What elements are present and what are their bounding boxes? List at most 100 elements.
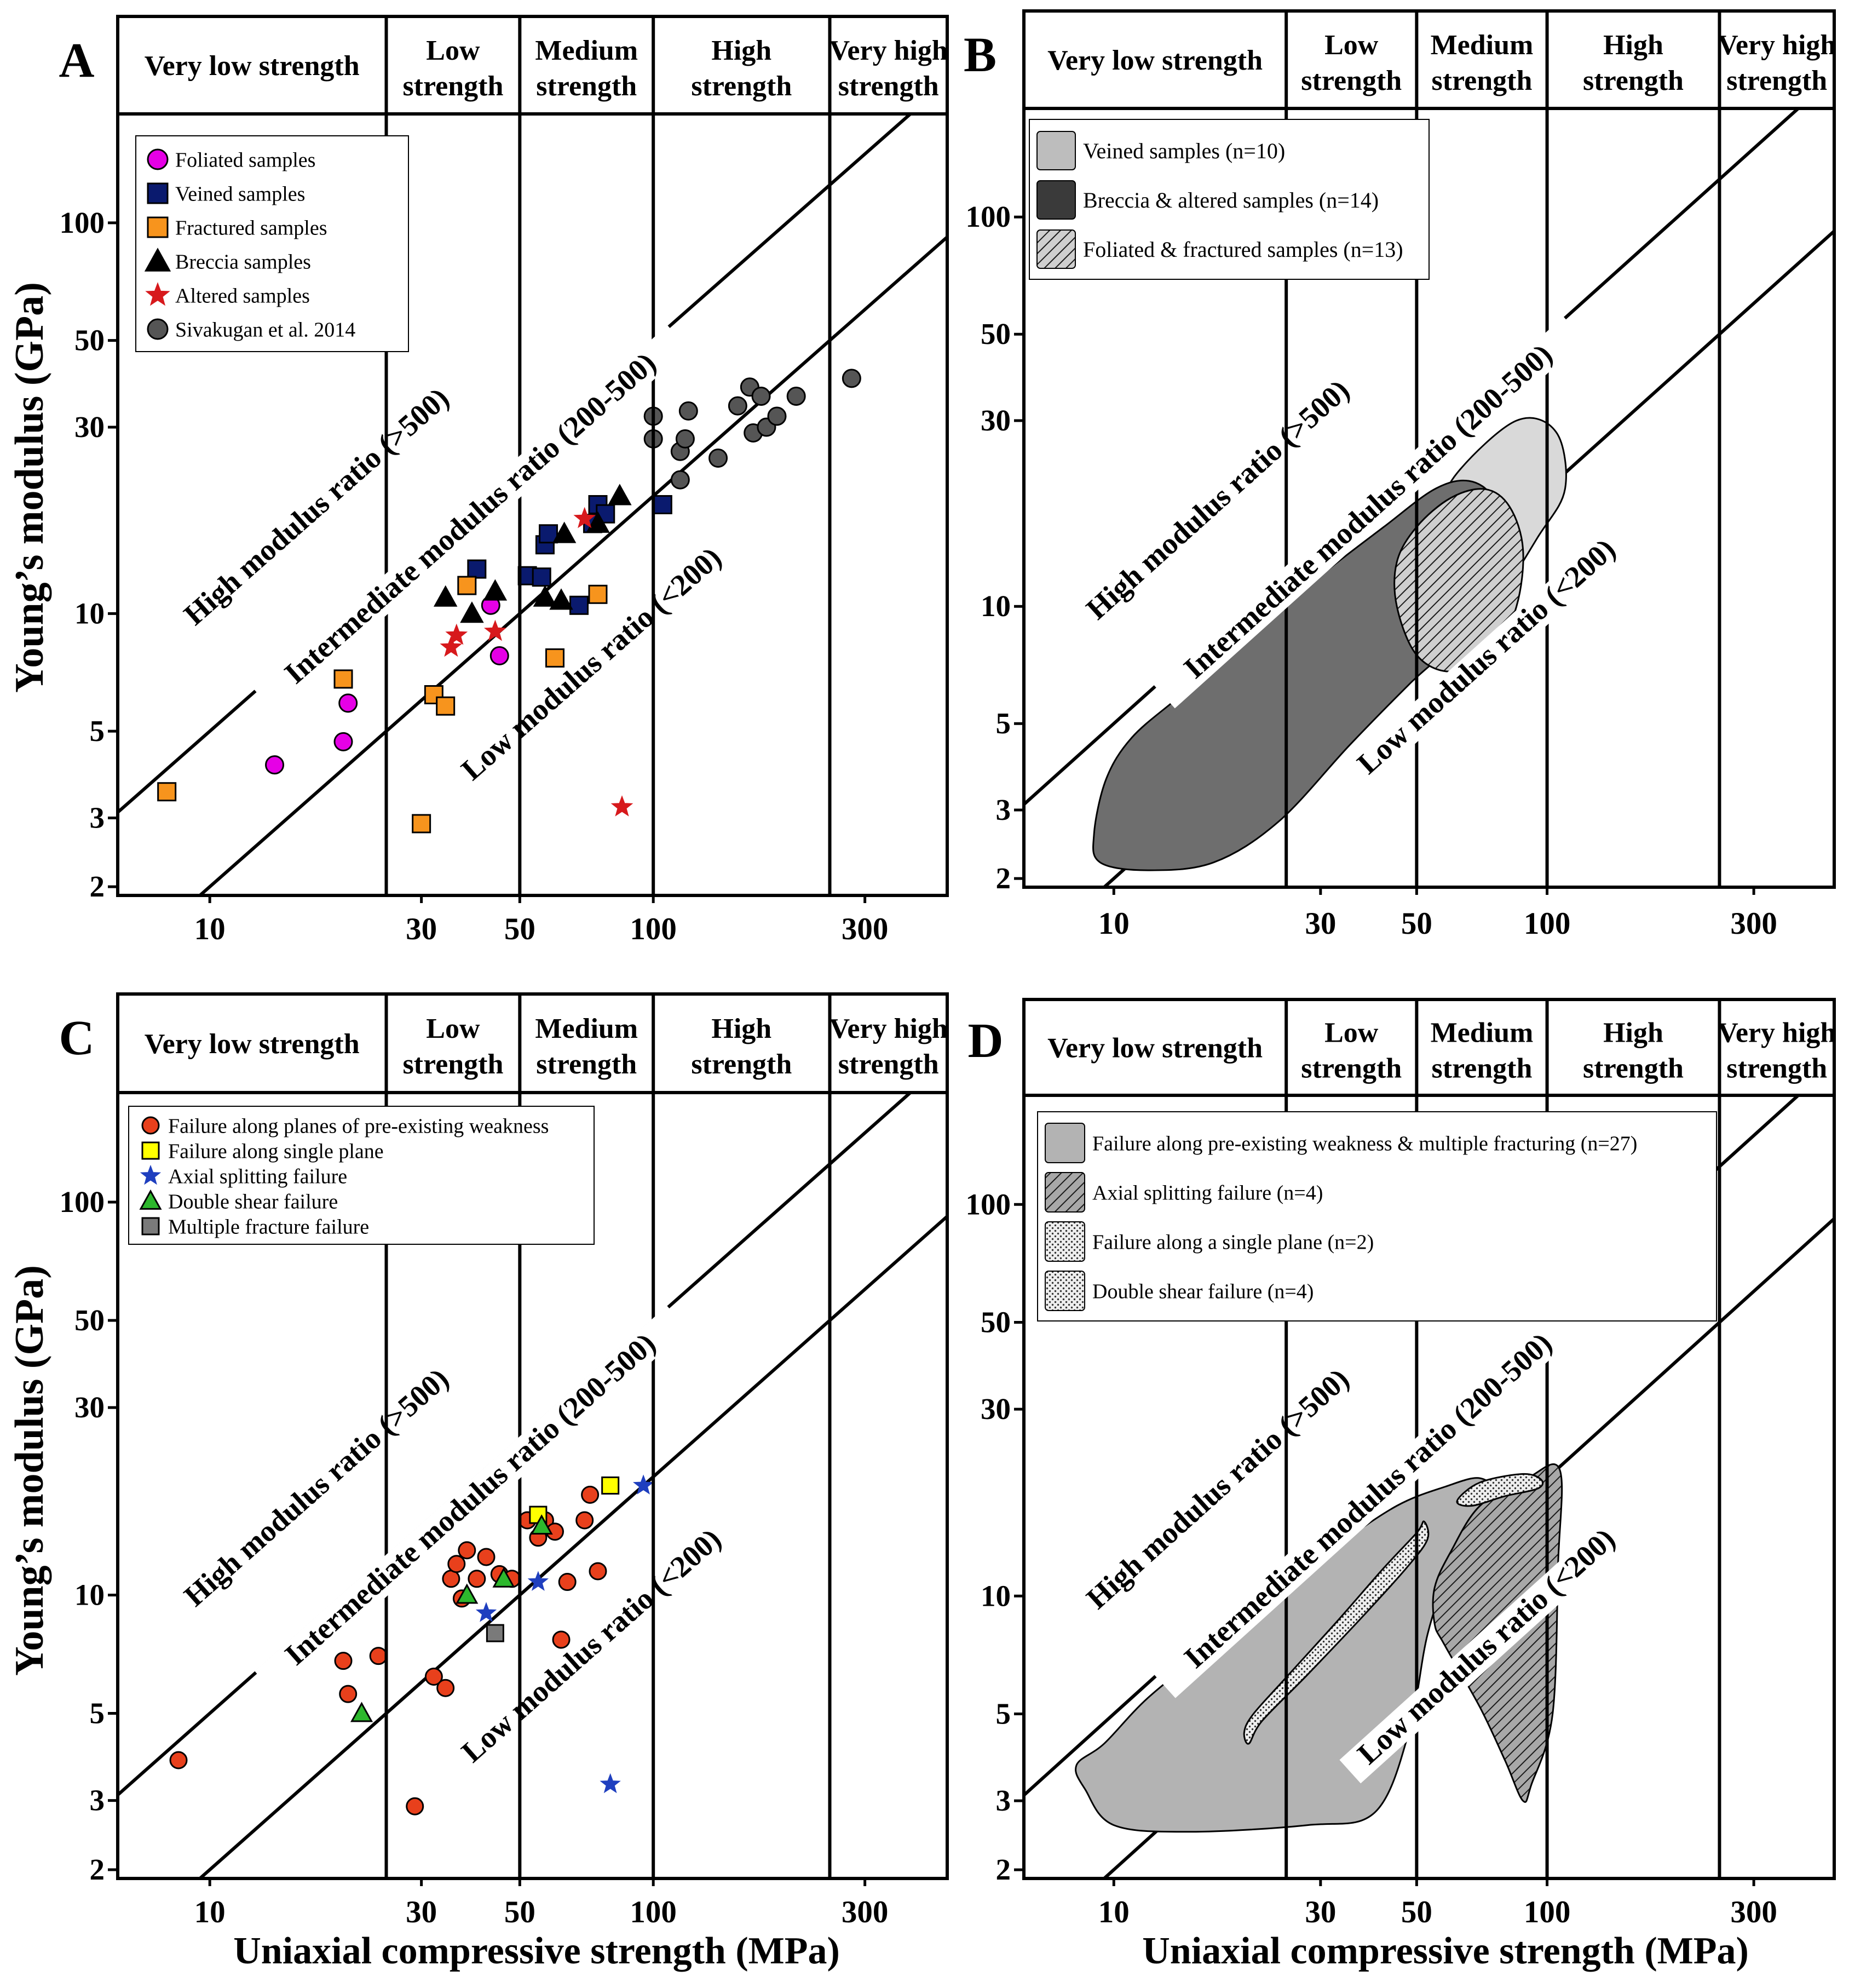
y-tick-label: 30 <box>981 404 1011 437</box>
point-breccia-samples <box>549 588 573 610</box>
point-fractured-samples <box>333 669 353 689</box>
point-failure-along-planes-of-pre-existing-weakness <box>339 1685 358 1703</box>
point-failure-along-planes-of-pre-existing-weakness <box>468 1570 486 1588</box>
strength-class-label: Very low strength <box>145 1029 360 1060</box>
strength-class-label: Low strength <box>402 1013 503 1080</box>
y-tick-label: 5 <box>90 714 105 748</box>
x-tick-label: 30 <box>406 912 437 946</box>
legend-label: Axial splitting failure (n=4) <box>1092 1181 1323 1204</box>
y-tick-label: 50 <box>981 317 1011 351</box>
legend: Failure along planes of pre-existing wea… <box>128 1106 595 1245</box>
legend-label: Failure along pre-existing weakness & mu… <box>1092 1132 1637 1155</box>
legend-item: Double shear failure (n=4) <box>1045 1271 1314 1311</box>
legend-label: Altered samples <box>175 284 310 307</box>
strength-class-label: Very low strength <box>1047 45 1263 76</box>
point-breccia-samples <box>552 521 577 543</box>
legend-marker <box>147 318 169 340</box>
point-sivakugan-et-al-2014 <box>767 406 787 426</box>
y-tick-label: 10 <box>981 1579 1011 1612</box>
ratio-line-200 <box>197 235 947 895</box>
y-tick-label: 2 <box>90 870 105 903</box>
y-tick-label: 5 <box>996 706 1011 740</box>
x-tick-label: 100 <box>630 912 677 946</box>
legend-item: Failure along pre-existing weakness & mu… <box>1045 1123 1637 1163</box>
x-tick-label: 100 <box>1524 1895 1571 1929</box>
point-failure-along-planes-of-pre-existing-weakness <box>436 1679 455 1697</box>
strength-class-label: Medium strength <box>1431 1018 1534 1084</box>
point-double-shear-failure <box>530 1514 553 1535</box>
svg-text:High modulus ratio (>500): High modulus ratio (>500) <box>177 1361 455 1613</box>
legend-swatch <box>1045 1172 1085 1213</box>
x-tick-label: 30 <box>1305 1895 1336 1929</box>
legend-label: Breccia samples <box>175 250 311 273</box>
point-altered-samples <box>440 635 463 657</box>
strength-class-label: High strength <box>1583 1018 1684 1084</box>
y-tick-label: 30 <box>74 410 105 444</box>
y-tick-label: 10 <box>74 1578 105 1612</box>
panel-frame <box>116 15 949 897</box>
point-sivakugan-et-al-2014 <box>678 401 698 421</box>
point-breccia-samples <box>586 511 610 533</box>
point-failure-along-planes-of-pre-existing-weakness <box>442 1570 460 1588</box>
legend: Veined samples (n=10) Breccia & altered s… <box>1029 119 1430 280</box>
legend-marker <box>141 1116 160 1135</box>
legend-item: Breccia & altered samples (n=14) <box>1036 180 1379 220</box>
strength-class-label: Medium strength <box>1431 30 1534 96</box>
y-tick-label: 2 <box>996 861 1011 895</box>
point-failure-along-planes-of-pre-existing-weakness <box>552 1630 571 1649</box>
point-fractured-samples <box>457 576 477 595</box>
point-failure-along-planes-of-pre-existing-weakness <box>458 1541 476 1560</box>
legend-marker <box>141 1217 160 1236</box>
strength-class-label: Very high strength <box>1718 30 1836 96</box>
point-axial-splitting-failure <box>600 1773 621 1794</box>
y-tick-label: 100 <box>966 1187 1011 1221</box>
legend-label: Multiple fracture failure <box>168 1215 369 1238</box>
legend-item: Foliated samples <box>147 148 315 171</box>
panel-C: High modulus ratio (>500)Intermediate mo… <box>59 992 949 1929</box>
point-sivakugan-et-al-2014 <box>670 470 690 490</box>
point-foliated-samples <box>338 693 358 713</box>
region-double-shear-failure-n-4 <box>1243 1520 1430 1745</box>
point-veined-samples <box>569 595 589 615</box>
point-sivakugan-et-al-2014 <box>786 386 806 406</box>
y-tick-label: 3 <box>996 793 1011 826</box>
point-multiple-fracture-failure <box>486 1624 504 1642</box>
y-tick-label: 10 <box>981 589 1011 623</box>
panel-letter: D <box>968 1014 1004 1068</box>
point-fractured-samples <box>157 782 177 802</box>
legend: Foliated samples Veined samples Fractured … <box>135 135 409 352</box>
x-tick-label: 10 <box>194 912 226 946</box>
ratio-label-1: High modulus ratio (>500) <box>177 1361 455 1613</box>
legend-item: Sivakugan et al. 2014 <box>147 318 355 341</box>
point-breccia-samples <box>483 579 508 601</box>
point-altered-samples <box>483 619 506 641</box>
legend-label: Fractured samples <box>175 216 327 239</box>
point-failure-along-planes-of-pre-existing-weakness <box>589 1562 607 1581</box>
legend-item: Double shear failure <box>139 1189 338 1213</box>
legend: Failure along pre-existing weakness & mu… <box>1037 1111 1717 1321</box>
legend-label: Veined samples <box>175 182 305 205</box>
point-failure-along-planes-of-pre-existing-weakness <box>575 1511 594 1530</box>
x-tick-label: 300 <box>1730 906 1777 941</box>
x-tick-label: 300 <box>842 1895 889 1929</box>
strength-class-label: Very low strength <box>1047 1033 1263 1064</box>
legend-marker <box>147 216 169 238</box>
x-tick-label: 30 <box>1305 906 1336 941</box>
strength-class-label: Very high strength <box>830 35 948 102</box>
y-tick-label: 50 <box>74 324 105 357</box>
point-failure-along-planes-of-pre-existing-weakness <box>558 1573 577 1591</box>
y-tick-label: 50 <box>981 1306 1011 1339</box>
strength-class-label: Very low strength <box>145 50 360 82</box>
legend-item: Failure along single plane <box>141 1140 384 1163</box>
panel-letter: C <box>59 1011 95 1065</box>
legend-label: Failure along planes of pre-existing wea… <box>168 1114 549 1137</box>
panel-frame <box>1022 9 1836 889</box>
strength-class-label: High strength <box>1583 30 1684 96</box>
legend-swatch <box>1036 229 1076 269</box>
x-tick-label: 10 <box>1098 1895 1130 1929</box>
point-axial-splitting-failure <box>527 1571 549 1591</box>
point-fractured-samples <box>545 648 565 668</box>
point-failure-along-planes-of-pre-existing-weakness <box>447 1555 466 1573</box>
legend-swatch <box>1045 1123 1085 1163</box>
